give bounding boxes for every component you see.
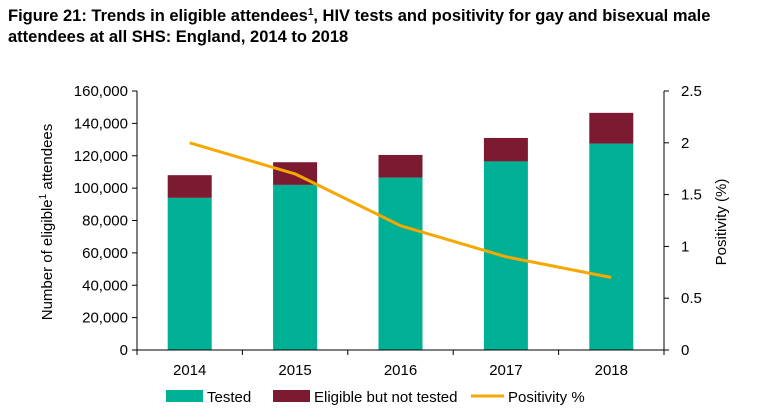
y-tick-label: 160,000 <box>74 83 128 100</box>
legend-item-positivity: Positivity % <box>471 389 585 406</box>
legend-item-eligible-not-tested-label: Eligible but not tested <box>314 389 457 406</box>
legend-item-tested-label: Tested <box>207 389 251 406</box>
bar-tested-2016 <box>378 177 423 350</box>
y2-axis-label: Positivity (%) <box>713 179 730 266</box>
y2-tick-label: 2.5 <box>681 83 702 100</box>
legend-item-eligible-not-tested-swatch <box>273 390 310 402</box>
line-layer <box>189 141 612 279</box>
y-tick-label: 140,000 <box>74 115 128 132</box>
series-line-positivity <box>189 141 612 279</box>
axes-layer: 0 20,000 40,000 60,000 80,000 100,000 120,000 1… <box>74 83 702 379</box>
x-tick-label-2015: 2015 <box>278 362 311 379</box>
legend-item-positivity-label: Positivity % <box>508 389 585 406</box>
bar-tested-2015 <box>273 184 318 350</box>
bars-layer <box>167 112 634 350</box>
y-tick-label: 40,000 <box>82 277 128 294</box>
y-tick-label: 60,000 <box>82 245 128 262</box>
chart-title: Figure 21: Trends in eligible attendees1… <box>8 6 768 48</box>
y-tick-label: 80,000 <box>82 213 128 230</box>
y2-tick-label: 2 <box>681 135 689 152</box>
y-axis-label: Number of eligible1 attendees <box>38 124 56 321</box>
y2-tick-label: 1.5 <box>681 187 702 204</box>
y2-tick-label: 0.5 <box>681 290 702 307</box>
y2-tick-label: 0 <box>681 342 689 359</box>
x-tick-label-2016: 2016 <box>384 362 417 379</box>
legend-item-eligible-not-tested: Eligible but not tested <box>273 389 457 406</box>
y-tick-label: 100,000 <box>74 180 128 197</box>
bar-tested-2014 <box>167 197 212 350</box>
x-tick-label-2017: 2017 <box>489 362 522 379</box>
x-tick-label-2014: 2014 <box>173 362 206 379</box>
legend-item-tested: Tested <box>166 389 251 406</box>
x-tick-label-2018: 2018 <box>595 362 628 379</box>
chart-title-text: Figure 21: Trends in eligible attendees <box>8 7 308 25</box>
bar-eligible-not-tested-2014 <box>167 175 212 198</box>
bar-tested-2018 <box>589 143 634 350</box>
y-tick-label: 0 <box>120 342 128 359</box>
y-tick-label: 120,000 <box>74 148 128 165</box>
y-tick-label: 20,000 <box>82 310 128 327</box>
bar-eligible-not-tested-2018 <box>589 112 634 144</box>
chart-title-text-cont: , HIV tests and positivity for gay and b… <box>8 7 711 46</box>
legend-item-tested-swatch <box>166 390 203 402</box>
chart-title-superscript: 1 <box>307 7 314 18</box>
bar-eligible-not-tested-2017 <box>483 137 528 162</box>
bar-eligible-not-tested-2016 <box>378 154 423 178</box>
y2-tick-label: 1 <box>681 238 689 255</box>
legend: Tested Eligible but not tested Positivity … <box>166 389 585 406</box>
